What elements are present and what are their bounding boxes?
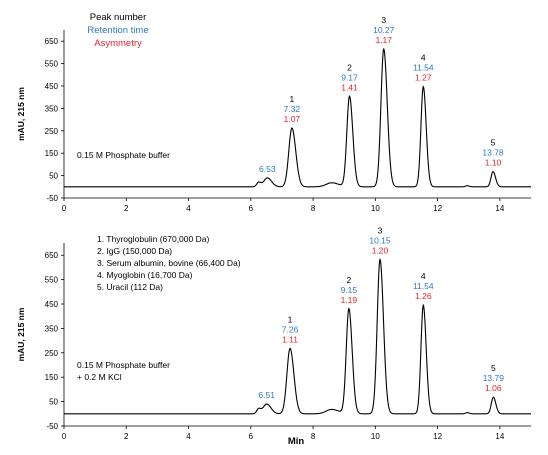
buffer-condition: 0.15 M Phosphate buffer [77,360,170,370]
peak-number-label: 5 [491,363,496,373]
peak-asymmetry-label: 1.26 [415,291,432,301]
x-tick-label: 0 [62,204,67,213]
peak-identity-list: 1. Thyroglobulin (670,000 Da) 2. IgG (15… [97,234,241,292]
y-tick-label: -50 [46,194,58,203]
impurity-retention-time-label: 6.53 [259,164,276,174]
x-tick-label: 6 [249,432,254,441]
peak-retention-time-label: 7.26 [282,324,299,334]
peak-retention-time-label: 9.17 [341,72,358,82]
peak-retention-time-label: 9.15 [341,285,358,295]
y-tick-label: 250 [45,127,59,136]
x-tick-label: 4 [186,204,191,213]
peak-asymmetry-label: 1.10 [485,158,502,168]
peak-number-label: 1 [290,94,295,104]
peak-retention-time-label: 13.78 [482,148,504,158]
y-axis-title: mAU, 215 nm [16,87,26,141]
peak-asymmetry-label: 1.11 [282,334,298,344]
y-tick-label: 650 [45,37,59,46]
legend-asymmetry: Asymmetry [94,38,142,49]
x-tick-label: 8 [311,204,316,213]
chromatogram-trace [64,258,531,415]
x-tick-label: 4 [186,432,191,441]
y-tick-label: 350 [45,104,59,113]
peak-number-label: 3 [378,226,383,236]
legend-retention-time: Retention time [87,25,148,36]
peak-identity-item: 5. Uracil (112 Da) [97,282,163,292]
peak-number-label: 2 [347,62,352,72]
y-tick-label: 50 [49,398,58,407]
peak-asymmetry-label: 1.07 [284,114,301,124]
x-axis-title: Min [288,436,305,447]
buffer-condition: + 0.2 M KCl [77,372,122,382]
y-tick-label: 450 [45,300,59,309]
y-tick-label: 550 [45,60,59,69]
peak-identity-item: 3. Serum albumin, bovine (66,400 Da) [97,258,241,268]
peak-retention-time-label: 10.15 [369,236,391,246]
peak-number-label: 4 [421,53,426,63]
peak-asymmetry-label: 1.41 [341,82,358,92]
buffer-condition: 0.15 M Phosphate buffer [77,150,170,160]
y-tick-label: 250 [45,349,59,358]
y-axis-title: mAU, 215 nm [16,307,26,361]
x-tick-label: 8 [311,432,316,441]
legend-peak-number: Peak number [90,12,147,23]
x-tick-label: 0 [62,432,67,441]
y-tick-label: 350 [45,324,59,333]
x-tick-label: 2 [124,204,129,213]
x-tick-label: 12 [433,432,442,441]
y-tick-label: 150 [45,149,59,158]
peak-identity-item: 1. Thyroglobulin (670,000 Da) [97,234,209,244]
peak-asymmetry-label: 1.06 [485,383,502,393]
peak-number-label: 5 [491,138,496,148]
y-tick-label: 550 [45,276,59,285]
peak-retention-time-label: 11.54 [413,281,434,291]
x-tick-label: 10 [371,204,380,213]
peak-asymmetry-label: 1.27 [415,73,432,83]
x-tick-label: 14 [495,204,504,213]
peak-retention-time-label: 7.32 [284,104,301,114]
x-tick-label: 12 [433,204,442,213]
x-tick-label: 6 [249,204,254,213]
peak-identity-item: 2. IgG (150,000 Da) [97,246,172,256]
peak-retention-time-label: 10.27 [373,25,395,35]
peak-asymmetry-label: 1.20 [372,246,389,256]
peak-number-label: 2 [347,275,352,285]
peak-retention-time-label: 13.79 [483,373,505,383]
peak-asymmetry-label: 1.19 [341,295,358,305]
y-tick-label: -50 [46,422,58,431]
peak-asymmetry-label: 1.17 [375,35,392,45]
peak-number-label: 4 [421,271,426,281]
y-tick-label: 50 [49,172,58,181]
x-tick-label: 10 [371,432,380,441]
peak-number-label: 3 [381,15,386,25]
peak-identity-item: 4. Myoglobin (16,700 Da) [97,270,193,280]
x-tick-label: 14 [495,432,504,441]
impurity-retention-time-label: 6.51 [258,390,275,400]
y-tick-label: 650 [45,251,59,260]
peak-number-label: 1 [288,314,293,324]
y-tick-label: 450 [45,82,59,91]
y-tick-label: 150 [45,373,59,382]
peak-retention-time-label: 11.54 [413,63,434,73]
x-tick-label: 2 [124,432,129,441]
legend-header: Peak number Retention time Asymmetry [87,12,148,49]
chromatogram-trace [64,47,531,188]
